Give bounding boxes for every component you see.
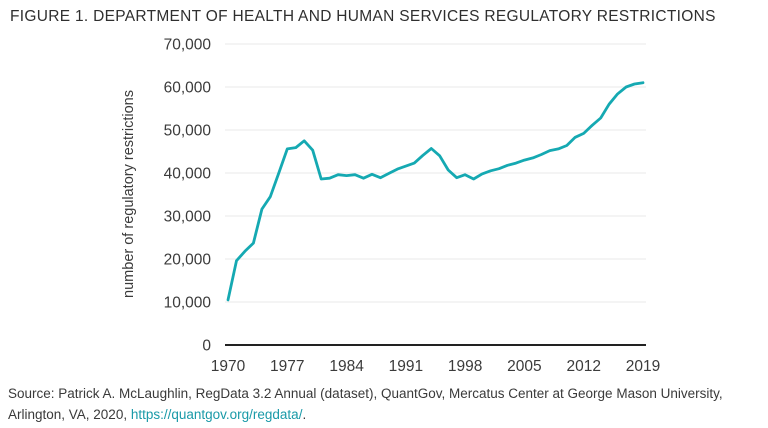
y-tick-label: 10,000 [164, 295, 212, 312]
source-line1: Source: Patrick A. McLaughlin, RegData 3… [8, 386, 723, 401]
y-tick-label: 60,000 [164, 80, 212, 97]
x-tick-label: 1984 [329, 358, 364, 375]
x-tick-label: 1998 [448, 358, 482, 375]
x-tick-label: 1970 [211, 358, 246, 375]
x-tick-label: 2012 [566, 358, 600, 375]
source-link[interactable]: https://quantgov.org/regdata/ [130, 407, 303, 422]
x-tick-label: 2005 [507, 358, 541, 375]
x-tick-label: 2019 [626, 358, 660, 375]
y-tick-label: 50,000 [164, 123, 212, 140]
data-line-hhs-restrictions [226, 81, 645, 302]
line-chart: 0 10,000 20,000 30,000 40,000 50,000 60,000 70,… [121, 37, 660, 376]
source-line2: Arlington, VA, 2020, [8, 407, 131, 422]
x-tick-label: 1991 [389, 358, 423, 375]
y-tick-label: 20,000 [164, 252, 212, 269]
source-period: . [302, 407, 307, 422]
x-tick-label: 1977 [270, 358, 304, 375]
source-note: Source: Patrick A. McLaughlin, RegData 3… [8, 383, 764, 425]
y-tick-label: 70,000 [164, 37, 212, 54]
y-tick-label: 30,000 [164, 209, 212, 226]
y-tick-label: 0 [202, 338, 211, 355]
y-axis-title: number of regulatory restrictions [121, 90, 137, 298]
y-tick-label: 40,000 [164, 166, 212, 183]
figure-title: FIGURE 1. DEPARTMENT OF HEALTH AND HUMAN… [10, 8, 716, 25]
